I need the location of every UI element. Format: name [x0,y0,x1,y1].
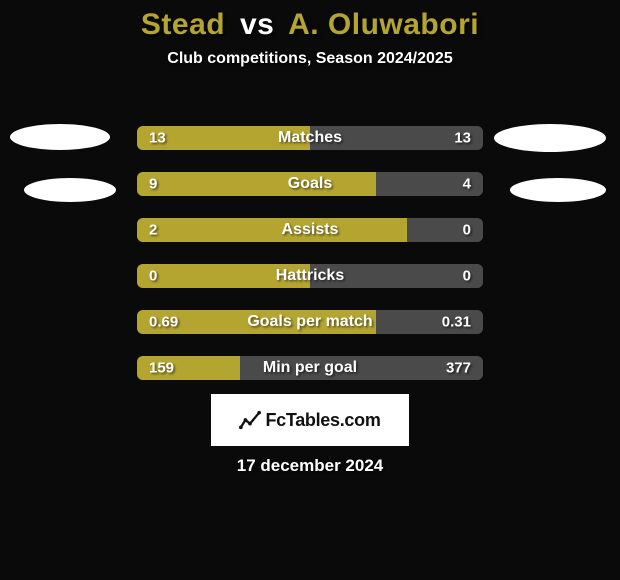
stat-row: 20Assists [137,218,483,242]
brand-box: FcTables.com [211,394,409,446]
stat-label: Min per goal [137,359,483,377]
brand-text: FcTables.com [265,410,380,431]
stat-label: Matches [137,129,483,147]
player-left-oval-1 [24,178,116,202]
player-right-oval-1 [510,178,606,202]
player-left-oval-0 [10,124,110,150]
stat-label: Goals per match [137,313,483,331]
player-right-oval-0 [494,124,606,152]
stat-row: 94Goals [137,172,483,196]
stat-label: Goals [137,175,483,193]
stat-label: Assists [137,221,483,239]
comparison-title: Stead vs A. Oluwabori [0,0,620,42]
date-label: 17 december 2024 [0,456,620,476]
stat-label: Hattricks [137,267,483,285]
stat-row: 1313Matches [137,126,483,150]
stat-bars: 1313Matches 94Goals 20Assists 00Hattricks 0.… [137,126,483,402]
stat-row: 00Hattricks [137,264,483,288]
chart-trend-icon [239,409,261,431]
subtitle: Club competitions, Season 2024/2025 [0,50,620,68]
title-vs: vs [240,8,274,41]
title-player-left: Stead [141,8,225,41]
stat-row: 159377Min per goal [137,356,483,380]
title-player-right: A. Oluwabori [288,8,479,41]
stat-row: 0.690.31Goals per match [137,310,483,334]
